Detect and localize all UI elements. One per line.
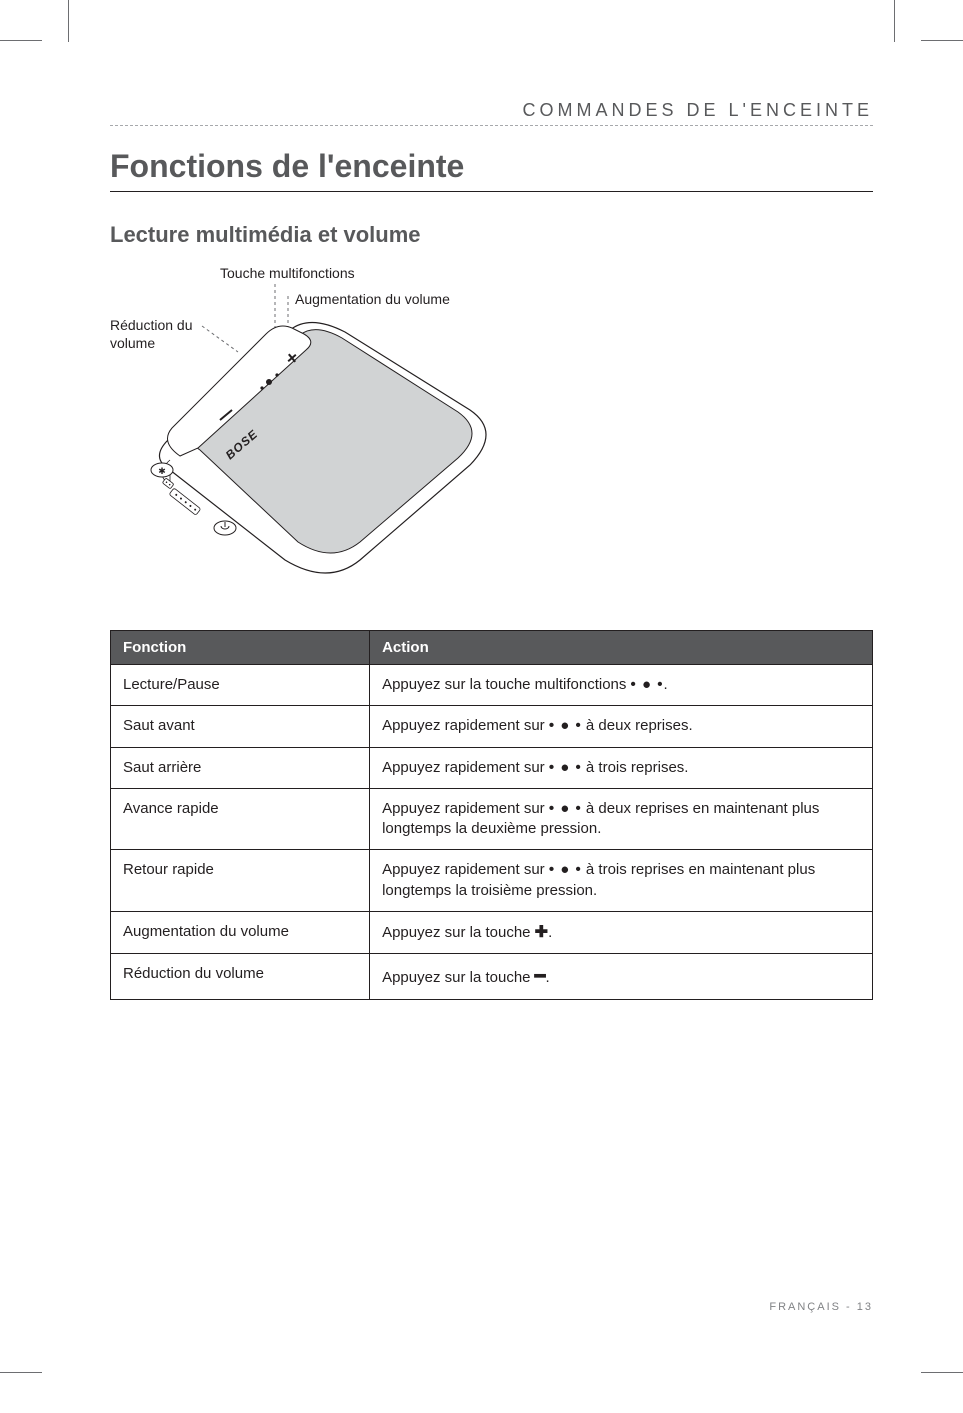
label-volume-down-1: Réduction du — [110, 317, 193, 333]
cell-fonction: Avance rapide — [111, 788, 370, 850]
dashed-rule — [110, 125, 873, 126]
cell-action: Appuyez rapidement sur • ● • à trois rep… — [370, 747, 873, 788]
page-title: Fonctions de l'enceinte — [110, 148, 873, 192]
table-row: Saut avant Appuyez rapidement sur • ● • … — [111, 706, 873, 747]
running-header: COMMANDES DE L'ENCEINTE — [110, 100, 873, 121]
cell-action: Appuyez rapidement sur • ● • à trois rep… — [370, 850, 873, 912]
cell-fonction: Saut arrière — [111, 747, 370, 788]
cell-fonction: Augmentation du volume — [111, 911, 370, 954]
label-volume-down-2: volume — [110, 335, 155, 351]
cell-fonction: Saut avant — [111, 706, 370, 747]
table-row: Augmentation du volume Appuyez sur la to… — [111, 911, 873, 954]
minus-icon: ━ — [535, 966, 546, 986]
label-volume-up: Augmentation du volume — [295, 291, 450, 307]
table-row: Lecture/Pause Appuyez sur la touche mult… — [111, 665, 873, 706]
functions-table: Fonction Action Lecture/Pause Appuyez su… — [110, 630, 873, 1000]
cell-action: Appuyez sur la touche multifonctions • ●… — [370, 665, 873, 706]
table-row: Saut arrière Appuyez rapidement sur • ● … — [111, 747, 873, 788]
cell-action: Appuyez rapidement sur • ● • à deux repr… — [370, 788, 873, 850]
table-row: Avance rapide Appuyez rapidement sur • ●… — [111, 788, 873, 850]
table-row: Réduction du volume Appuyez sur la touch… — [111, 954, 873, 999]
svg-text:✱: ✱ — [158, 466, 166, 476]
cell-action: Appuyez sur la touche ━. — [370, 954, 873, 999]
cell-fonction: Réduction du volume — [111, 954, 370, 999]
section-subtitle: Lecture multimédia et volume — [110, 222, 873, 248]
th-action: Action — [370, 631, 873, 665]
plus-icon: ✚ — [535, 924, 548, 941]
th-fonction: Fonction — [111, 631, 370, 665]
speaker-body-icon: ✱ BOSE — [151, 322, 486, 573]
speaker-diagram: Touche multifonctions Augmentation du vo… — [110, 260, 530, 590]
cell-action: Appuyez sur la touche ✚. — [370, 911, 873, 954]
cell-fonction: Retour rapide — [111, 850, 370, 912]
cell-fonction: Lecture/Pause — [111, 665, 370, 706]
cell-action: Appuyez rapidement sur • ● • à deux repr… — [370, 706, 873, 747]
label-multifunction: Touche multifonctions — [220, 265, 355, 281]
table-row: Retour rapide Appuyez rapidement sur • ●… — [111, 850, 873, 912]
page-footer: FRANÇAIS - 13 — [769, 1301, 873, 1313]
